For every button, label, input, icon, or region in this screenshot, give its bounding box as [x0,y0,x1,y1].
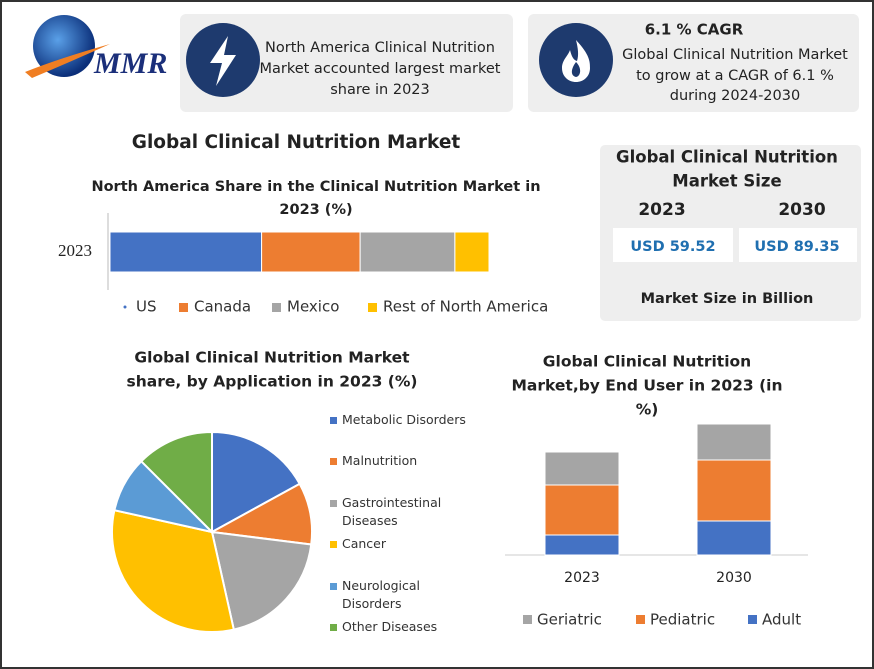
legend-marker [123,305,127,309]
card-title: 6.1 % CAGR [645,21,744,39]
legend-marker [636,615,645,624]
legend-label: Malnutrition [342,453,418,468]
legend-marker [523,615,532,624]
legend-marker [330,583,337,590]
pie-slice [211,430,301,534]
legend-label: Geriatric [537,611,602,629]
bar-segment [696,520,772,556]
year: 2023 [638,200,685,220]
legend-marker [330,624,337,631]
card-text: Market accounted largest market [259,61,500,77]
chart-title: Global Clinical Nutrition [543,353,751,371]
chart-title: North America Share in the Clinical Nutr… [91,179,540,195]
value-box [613,228,733,262]
legend-label: Rest of North America [383,298,548,316]
bar-segment [261,231,361,273]
bar-segment [454,231,490,273]
bar-segment [544,534,620,556]
chart-title: share, by Application in 2023 (%) [127,373,418,391]
value-box [739,228,857,262]
legend-label: US [136,298,157,316]
bolt-icon [210,36,236,86]
legend-label: Metabolic Disorders [342,412,466,427]
chart-title: Market,by End User in 2023 (in [511,377,782,395]
legend-marker [368,303,377,312]
bar-segment [109,231,263,273]
logo-globe [33,15,95,77]
card-text: during 2024-2030 [670,88,800,104]
bar-segment [359,231,456,273]
flame-icon-inner [571,62,581,77]
market-value: USD 89.35 [754,239,839,255]
pie-slice [111,508,236,633]
pie-slice [139,430,213,535]
legend-label: Other Diseases [342,619,438,634]
chart-title: 2023 (%) [279,202,352,218]
legend-marker [272,303,281,312]
legend-label: Mexico [287,298,339,316]
pie-slice [210,530,313,631]
chart-title: Global Clinical Nutrition Market [134,349,410,367]
market-size-title: Market Size [672,172,781,191]
market-size-title: Global Clinical Nutrition [616,148,838,167]
legend-marker [330,458,337,465]
card-icon [539,23,613,97]
card-text: Global Clinical Nutrition Market [622,47,848,63]
bar-segment [544,484,620,536]
flame-icon [562,40,590,82]
bar-segment [544,451,620,486]
legend-label: Gastrointestinal Diseases [342,495,442,528]
x-tick-label: 2030 [716,570,752,586]
legend-label: Canada [194,298,251,316]
legend-marker [330,417,337,424]
legend-marker [179,303,188,312]
y-tick-label: 2023 [58,241,92,260]
page-title: Global Clinical Nutrition Market [132,132,461,153]
legend-label: Adult [762,611,801,629]
card-text: to grow at a CAGR of 6.1 % [636,68,834,84]
bar-segment [696,459,772,522]
x-tick-label: 2023 [564,570,600,586]
legend-marker [748,615,757,624]
legend-label: Cancer [342,536,387,551]
bar-segment [696,423,772,461]
card [180,14,513,112]
chart-title: %) [636,401,659,419]
logo-swoosh [25,44,110,78]
card-text: North America Clinical Nutrition [265,40,495,56]
logo-text: MMR [93,47,167,80]
card-text: share in 2023 [330,82,430,98]
legend-marker [330,500,337,507]
legend-label: Neurological Disorders [342,578,421,611]
card [528,14,859,112]
market-value: USD 59.52 [630,239,715,255]
market-size-note: Market Size in Billion [641,291,814,307]
legend-label: Pediatric [650,611,715,629]
year: 2030 [778,200,825,220]
legend-marker [330,541,337,548]
